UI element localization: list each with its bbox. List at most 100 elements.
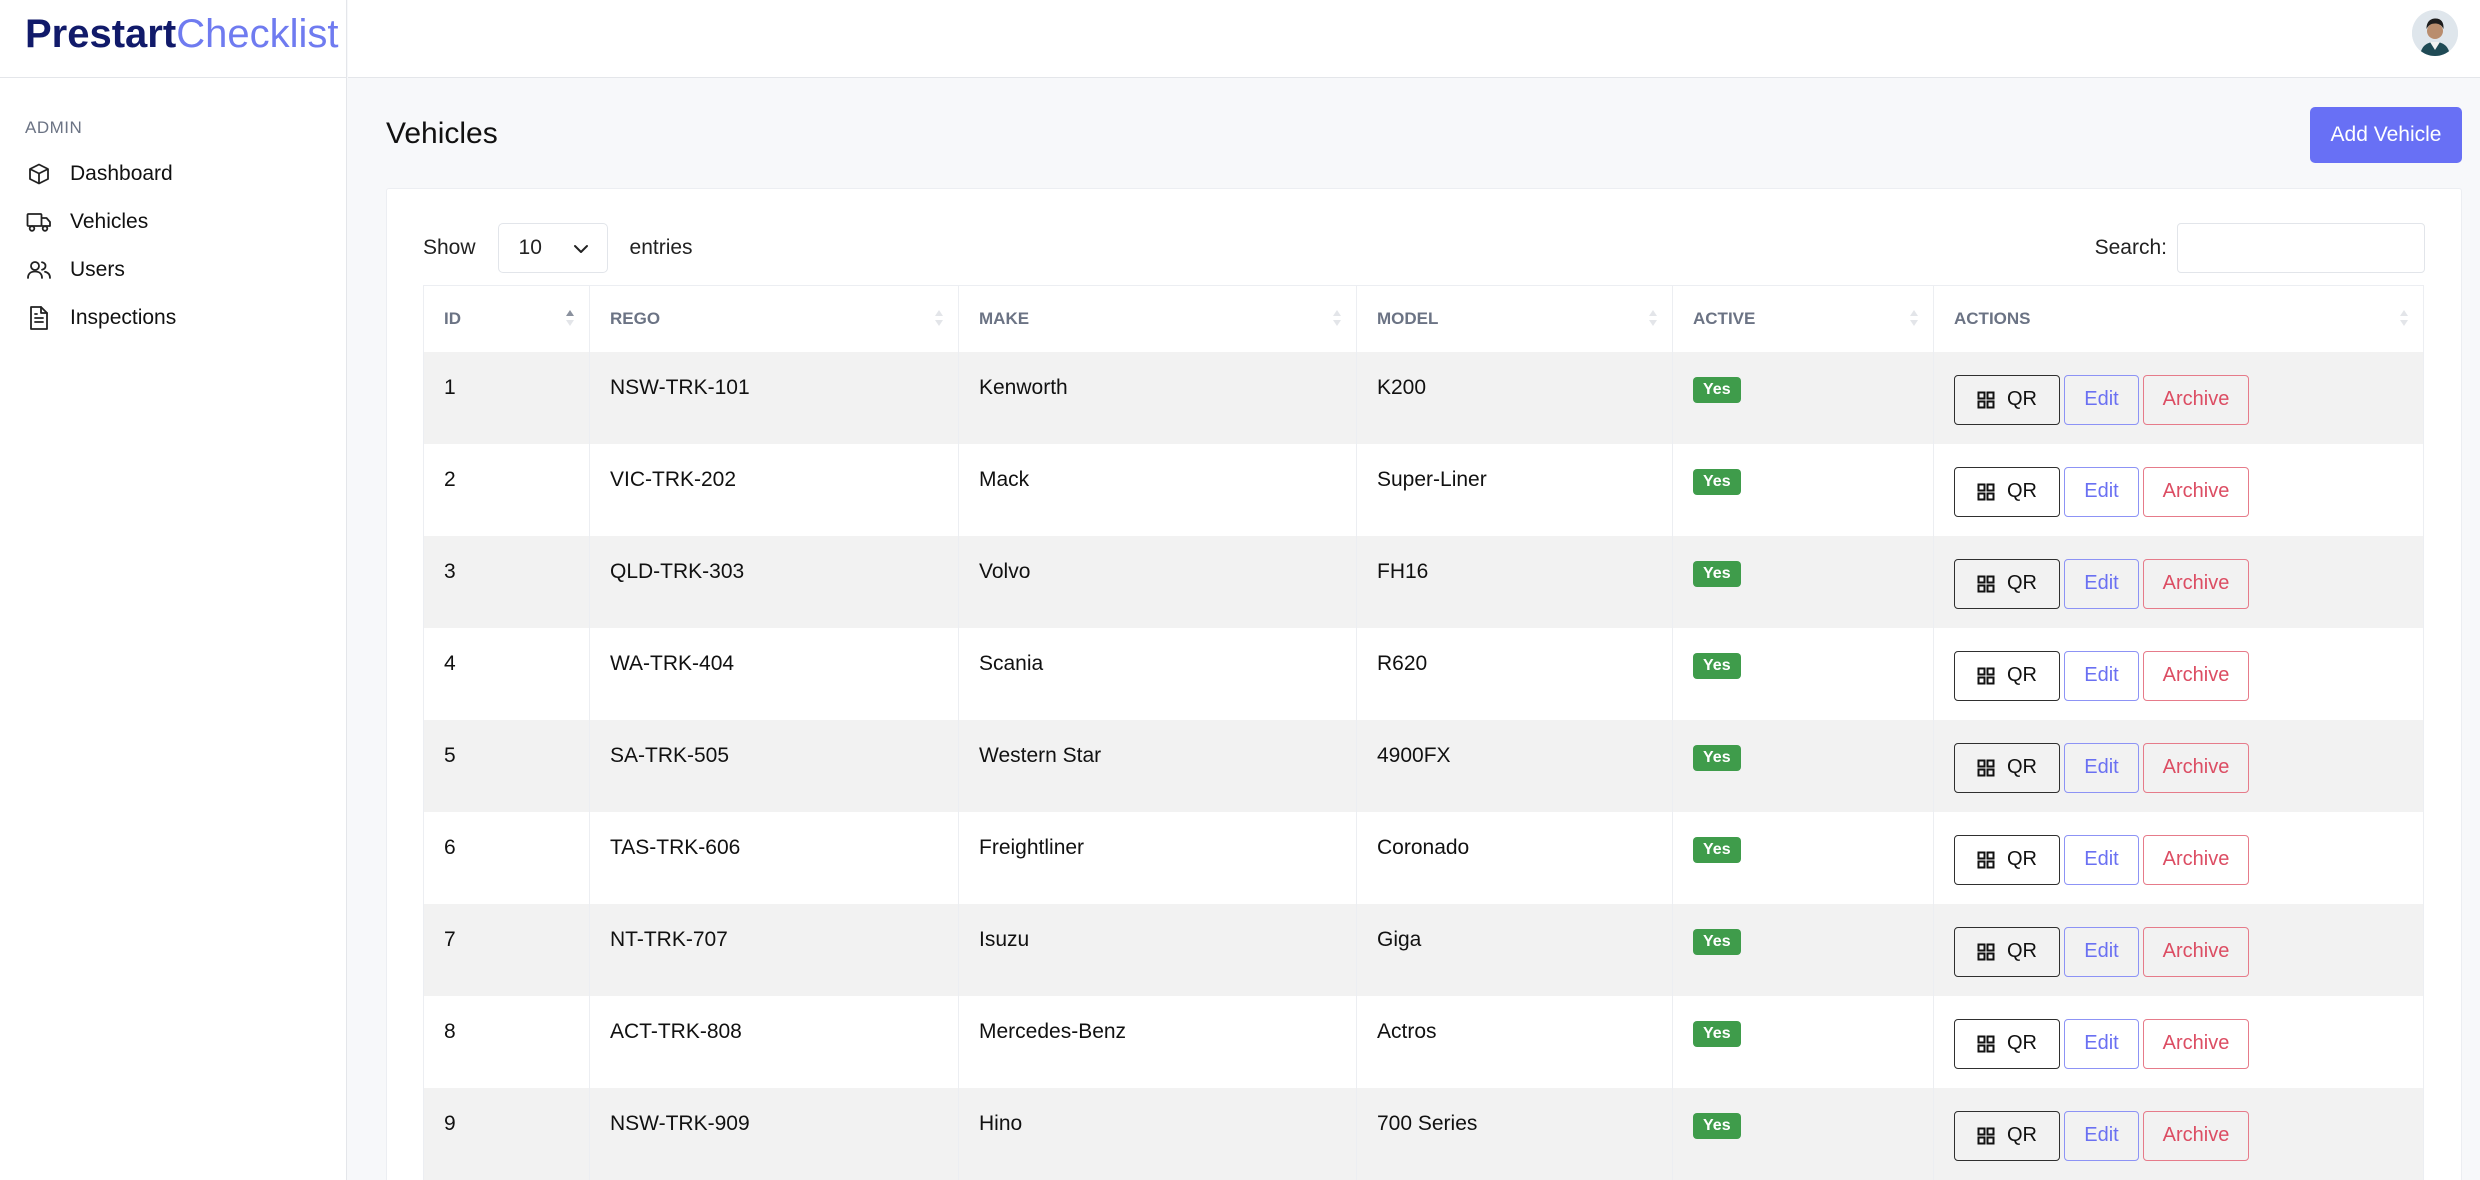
sidebar: PrestartChecklist ADMIN Dashboard <box>0 0 347 1180</box>
user-avatar[interactable] <box>2412 10 2458 56</box>
table-row: 6 TAS-TRK-606 Freightliner Coronado Yes … <box>423 811 2424 904</box>
sort-icon <box>1332 308 1342 328</box>
page-length-value: 10 <box>518 236 542 259</box>
column-header-id[interactable]: ID <box>423 285 590 352</box>
cell-actions: QR Edit Archive <box>1933 811 2424 904</box>
brand-logo[interactable]: PrestartChecklist <box>0 0 346 78</box>
column-header-label: REGO <box>610 308 661 328</box>
cube-icon <box>25 160 53 188</box>
cell-active: Yes <box>1672 811 1934 904</box>
sort-ascending-icon <box>565 308 575 328</box>
cell-active: Yes <box>1672 719 1934 812</box>
sidebar-item-vehicles[interactable]: Vehicles <box>0 198 346 246</box>
archive-button[interactable]: Archive <box>2143 1018 2249 1069</box>
edit-button[interactable]: Edit <box>2064 558 2139 609</box>
cell-model: Giga <box>1356 903 1673 996</box>
chevron-down-icon <box>573 236 589 260</box>
archive-button[interactable]: Archive <box>2143 1110 2249 1161</box>
cell-rego: SA-TRK-505 <box>589 719 959 812</box>
sidebar-item-label: Dashboard <box>70 162 173 185</box>
qr-button[interactable]: QR <box>1954 558 2060 609</box>
qr-button[interactable]: QR <box>1954 650 2060 701</box>
qr-button[interactable]: QR <box>1954 374 2060 425</box>
cell-model-text: K200 <box>1377 375 1427 399</box>
qr-button[interactable]: QR <box>1954 834 2060 885</box>
edit-button[interactable]: Edit <box>2064 1110 2139 1161</box>
qr-button[interactable]: QR <box>1954 466 2060 517</box>
archive-button[interactable]: Archive <box>2143 466 2249 517</box>
qr-button[interactable]: QR <box>1954 1110 2060 1161</box>
archive-button[interactable]: Archive <box>2143 558 2249 609</box>
cell-model: K200 <box>1356 351 1673 444</box>
cell-rego-text: WA-TRK-404 <box>610 651 735 675</box>
column-header-label: ACTIONS <box>1954 308 2031 328</box>
cell-model-text: Actros <box>1377 1019 1437 1043</box>
edit-button[interactable]: Edit <box>2064 742 2139 793</box>
cell-make: Isuzu <box>958 903 1357 996</box>
qr-button[interactable]: QR <box>1954 926 2060 977</box>
cell-id: 6 <box>423 811 590 904</box>
column-header-label: MODEL <box>1377 308 1439 328</box>
cell-id: 3 <box>423 535 590 628</box>
cell-model-text: Super-Liner <box>1377 467 1487 491</box>
qr-icon <box>1977 759 1995 777</box>
nav-section-title: ADMIN <box>25 118 83 137</box>
edit-button[interactable]: Edit <box>2064 834 2139 885</box>
sidebar-item-dashboard[interactable]: Dashboard <box>0 150 346 198</box>
cell-rego: QLD-TRK-303 <box>589 535 959 628</box>
cell-active: Yes <box>1672 535 1934 628</box>
sidebar-item-inspections[interactable]: Inspections <box>0 294 346 342</box>
sidebar-item-users[interactable]: Users <box>0 246 346 294</box>
edit-button[interactable]: Edit <box>2064 466 2139 517</box>
cell-actions: QR Edit Archive <box>1933 443 2424 536</box>
table-row: 2 VIC-TRK-202 Mack Super-Liner Yes QR <box>423 443 2424 536</box>
cell-model-text: R620 <box>1377 651 1428 675</box>
page-length-select[interactable]: 10 <box>497 223 608 273</box>
row-actions: QR Edit Archive <box>1954 466 2423 517</box>
cell-make-text: Scania <box>979 651 1044 675</box>
cell-model-text: FH16 <box>1377 559 1429 583</box>
cell-model: Coronado <box>1356 811 1673 904</box>
table-row: 4 WA-TRK-404 Scania R620 Yes QR <box>423 627 2424 720</box>
qr-button[interactable]: QR <box>1954 1018 2060 1069</box>
edit-button[interactable]: Edit <box>2064 374 2139 425</box>
qr-icon <box>1977 483 1995 501</box>
column-header-active[interactable]: ACTIVE <box>1672 285 1934 352</box>
status-badge: Yes <box>1693 744 1741 771</box>
qr-button-label: QR <box>2007 848 2037 870</box>
cell-active: Yes <box>1672 903 1934 996</box>
archive-button[interactable]: Archive <box>2143 834 2249 885</box>
table-header-row: ID REGO MAKE <box>423 285 2424 352</box>
cell-actions: QR Edit Archive <box>1933 1087 2424 1180</box>
qr-icon <box>1977 943 1995 961</box>
edit-button[interactable]: Edit <box>2064 650 2139 701</box>
edit-button[interactable]: Edit <box>2064 1018 2139 1069</box>
row-actions: QR Edit Archive <box>1954 926 2423 977</box>
archive-button[interactable]: Archive <box>2143 926 2249 977</box>
archive-button[interactable]: Archive <box>2143 374 2249 425</box>
edit-button[interactable]: Edit <box>2064 926 2139 977</box>
qr-button-label: QR <box>2007 756 2037 778</box>
status-badge: Yes <box>1693 560 1741 587</box>
column-header-actions[interactable]: ACTIONS <box>1933 285 2424 352</box>
qr-button-label: QR <box>2007 940 2037 962</box>
search-input[interactable] <box>2177 223 2425 273</box>
cell-actions: QR Edit Archive <box>1933 351 2424 444</box>
show-label: Show <box>423 236 476 259</box>
status-badge: Yes <box>1693 928 1741 955</box>
add-vehicle-button[interactable]: Add Vehicle <box>2310 107 2462 163</box>
qr-button-label: QR <box>2007 480 2037 502</box>
cell-active: Yes <box>1672 1087 1934 1180</box>
row-actions: QR Edit Archive <box>1954 742 2423 793</box>
qr-icon <box>1977 391 1995 409</box>
cell-rego: NSW-TRK-101 <box>589 351 959 444</box>
archive-button[interactable]: Archive <box>2143 650 2249 701</box>
column-header-make[interactable]: MAKE <box>958 285 1357 352</box>
qr-button-label: QR <box>2007 572 2037 594</box>
column-header-rego[interactable]: REGO <box>589 285 959 352</box>
archive-button[interactable]: Archive <box>2143 742 2249 793</box>
cell-make: Hino <box>958 1087 1357 1180</box>
cell-make-text: Western Star <box>979 743 1102 767</box>
qr-button[interactable]: QR <box>1954 742 2060 793</box>
column-header-model[interactable]: MODEL <box>1356 285 1673 352</box>
